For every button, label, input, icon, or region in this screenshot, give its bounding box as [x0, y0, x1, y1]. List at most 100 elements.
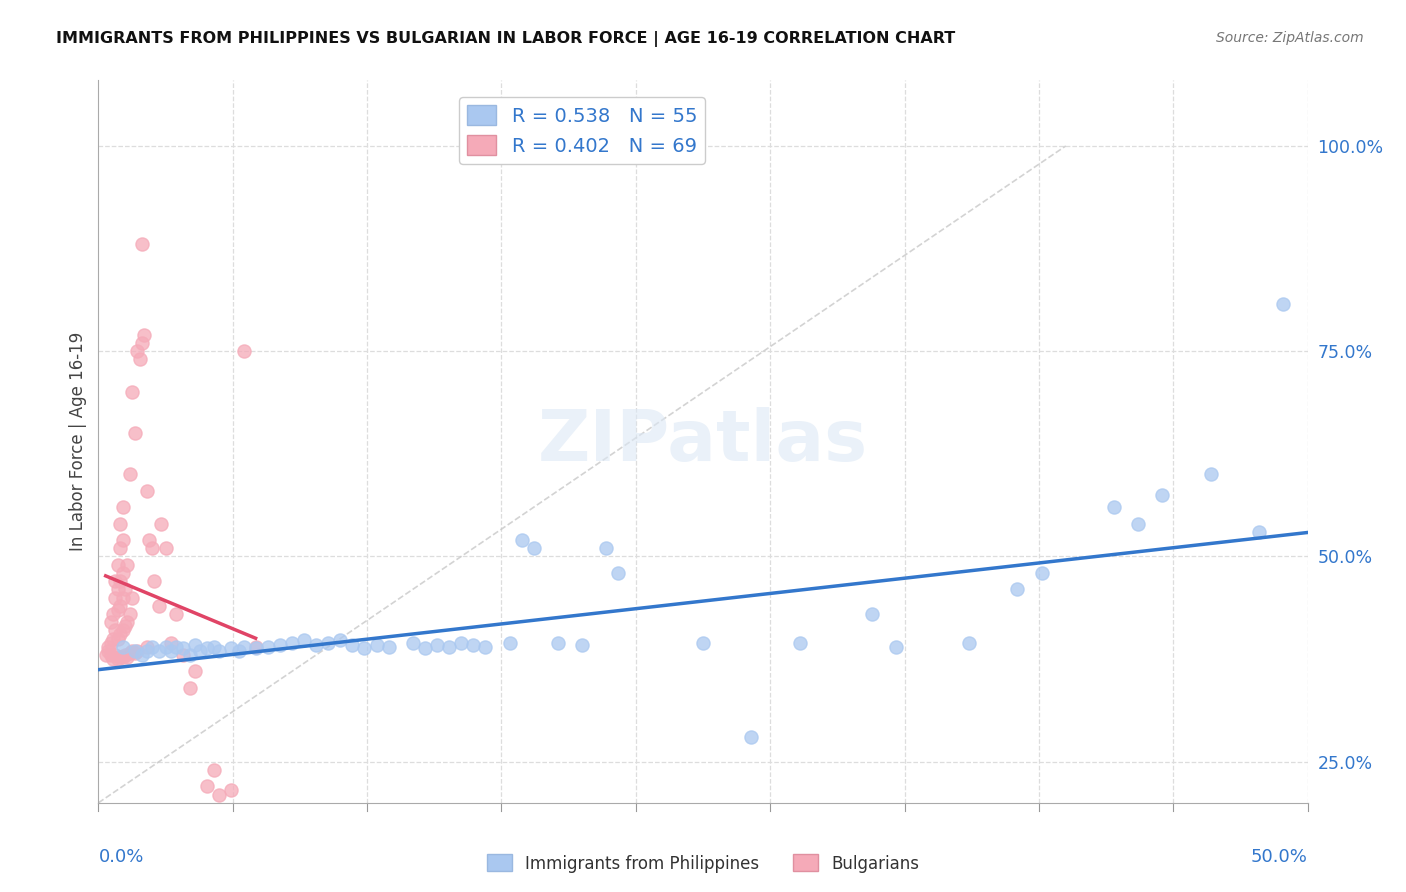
- Point: [108, 516, 131, 531]
- Point: [256, 640, 278, 654]
- Point: [366, 638, 388, 652]
- Point: [111, 624, 134, 638]
- Point: [135, 644, 157, 658]
- Point: [108, 599, 131, 613]
- Point: [131, 648, 153, 662]
- Point: [118, 646, 141, 660]
- Point: [450, 636, 472, 650]
- Point: [107, 603, 129, 617]
- Point: [121, 385, 143, 400]
- Point: [474, 640, 496, 654]
- Point: [402, 636, 425, 650]
- Point: [245, 640, 267, 654]
- Point: [426, 638, 449, 652]
- Point: [740, 730, 762, 744]
- Point: [107, 582, 129, 597]
- Point: [143, 574, 166, 588]
- Point: [232, 640, 254, 654]
- Point: [184, 638, 207, 652]
- Point: [114, 582, 136, 597]
- Point: [329, 633, 352, 648]
- Point: [692, 636, 714, 650]
- Point: [107, 632, 129, 646]
- Point: [111, 566, 134, 580]
- Point: [117, 558, 139, 572]
- Point: [111, 533, 134, 547]
- Text: 50.0%: 50.0%: [1251, 848, 1308, 866]
- Point: [789, 636, 811, 650]
- Point: [1031, 566, 1053, 580]
- Point: [165, 640, 187, 654]
- Point: [104, 591, 127, 605]
- Point: [114, 619, 136, 633]
- Point: [523, 541, 546, 556]
- Point: [155, 541, 177, 556]
- Point: [292, 633, 315, 648]
- Point: [172, 641, 194, 656]
- Point: [160, 644, 183, 658]
- Text: 0.0%: 0.0%: [98, 848, 143, 866]
- Point: [100, 636, 122, 650]
- Point: [131, 336, 153, 351]
- Point: [111, 500, 134, 515]
- Point: [607, 566, 630, 580]
- Point: [127, 644, 149, 658]
- Point: [128, 352, 150, 367]
- Point: [204, 763, 226, 777]
- Point: [179, 681, 201, 695]
- Point: [571, 638, 593, 652]
- Point: [107, 652, 129, 666]
- Point: [150, 516, 173, 531]
- Point: [124, 644, 146, 658]
- Point: [221, 783, 243, 797]
- Point: [135, 640, 157, 654]
- Text: ZIPatlas: ZIPatlas: [538, 407, 868, 476]
- Point: [1128, 516, 1150, 531]
- Point: [232, 344, 254, 359]
- Point: [165, 607, 187, 621]
- Point: [860, 607, 883, 621]
- Point: [108, 574, 131, 588]
- Point: [107, 558, 129, 572]
- Point: [108, 541, 131, 556]
- Point: [1272, 296, 1295, 310]
- Point: [111, 591, 134, 605]
- Point: [101, 607, 124, 621]
- Point: [138, 533, 160, 547]
- Point: [172, 648, 194, 662]
- Point: [124, 426, 146, 441]
- Point: [108, 649, 131, 664]
- Point: [1007, 582, 1029, 597]
- Point: [148, 644, 170, 658]
- Point: [121, 591, 143, 605]
- Point: [1199, 467, 1222, 482]
- Point: [97, 640, 120, 654]
- Point: [141, 541, 163, 556]
- Point: [117, 649, 139, 664]
- Point: [101, 632, 124, 646]
- Point: [101, 652, 124, 666]
- Point: [377, 640, 399, 654]
- Point: [104, 574, 127, 588]
- Point: [104, 624, 127, 638]
- Point: [245, 641, 267, 656]
- Point: [111, 649, 134, 664]
- Point: [208, 788, 231, 802]
- Point: [221, 641, 243, 656]
- Point: [463, 638, 485, 652]
- Point: [1249, 524, 1271, 539]
- Point: [316, 636, 339, 650]
- Point: [104, 648, 127, 662]
- Point: [934, 829, 956, 843]
- Text: IMMIGRANTS FROM PHILIPPINES VS BULGARIAN IN LABOR FORCE | AGE 16-19 CORRELATION : IMMIGRANTS FROM PHILIPPINES VS BULGARIAN…: [56, 31, 956, 47]
- Point: [111, 640, 134, 654]
- Point: [228, 644, 250, 658]
- Point: [118, 467, 141, 482]
- Point: [184, 665, 207, 679]
- Point: [195, 780, 218, 794]
- Point: [413, 641, 436, 656]
- Point: [94, 648, 117, 662]
- Point: [188, 644, 211, 658]
- Point: [108, 627, 131, 641]
- Point: [141, 640, 163, 654]
